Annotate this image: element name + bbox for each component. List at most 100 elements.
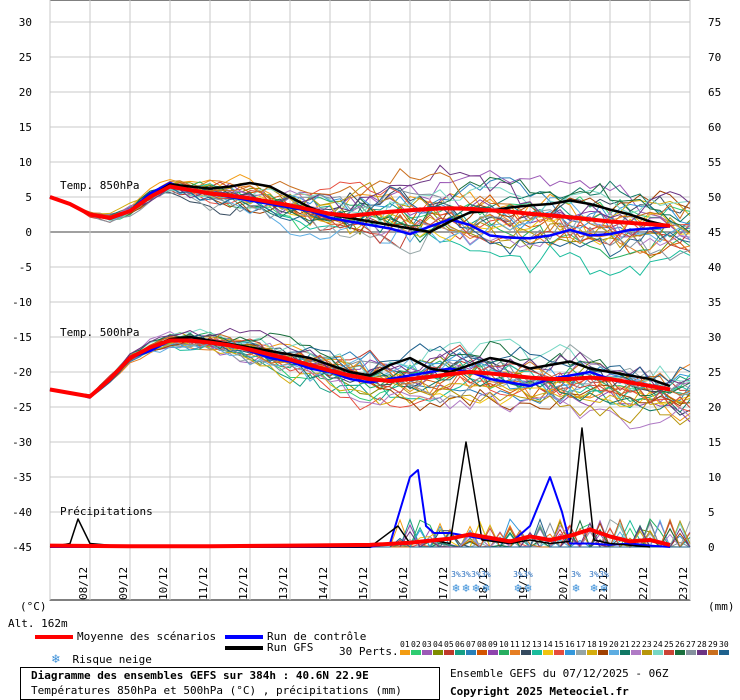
control-swatch — [225, 635, 263, 639]
x-tick-label: 23/12 — [677, 567, 690, 600]
left-tick-label: 5 — [25, 191, 32, 204]
snow-percent: 3% — [513, 570, 523, 579]
left-tick-label: -45 — [12, 541, 32, 554]
mean-swatch — [35, 635, 73, 639]
pert-swatch — [675, 650, 685, 655]
pert-swatch — [620, 650, 630, 655]
x-tick-label: 21/12 — [597, 567, 610, 600]
pert-number: 25 — [664, 640, 674, 649]
snow-percent: 3% — [571, 570, 581, 579]
right-tick-label: 75 — [708, 16, 721, 29]
right-tick-label: 10 — [708, 471, 721, 484]
pert-swatch — [411, 650, 421, 655]
pert-swatch — [400, 650, 410, 655]
snowflake-icon: ❄ — [472, 581, 479, 595]
pert-swatch — [576, 650, 586, 655]
left-tick-label: -25 — [12, 401, 32, 414]
right-tick-label: 25 — [708, 366, 721, 379]
left-tick-label: -10 — [12, 296, 32, 309]
pert-number: 05 — [444, 640, 454, 649]
snowflake-icon: ❄ — [572, 581, 579, 595]
mean-label: Moyenne des scénarios — [77, 630, 217, 643]
snowflake-icon: ❄ — [482, 581, 489, 595]
right-tick-label: 60 — [708, 121, 721, 134]
x-tick-label: 11/12 — [197, 567, 210, 600]
pert-swatch — [444, 650, 454, 655]
right-tick-label: 0 — [708, 541, 715, 554]
right-unit: (mm) — [708, 600, 735, 613]
left-unit: (°C) — [20, 600, 47, 613]
pert-number: 27 — [686, 640, 696, 649]
pert-swatch — [653, 650, 663, 655]
pert-number: 15 — [554, 640, 564, 649]
pert-swatch — [543, 650, 553, 655]
precip-mean-line — [49, 527, 671, 549]
pert-number: 07 — [466, 640, 476, 649]
pert-swatch — [708, 650, 718, 655]
x-tick-label: 12/12 — [237, 567, 250, 600]
pert-swatch — [565, 650, 575, 655]
left-tick-label: 0 — [25, 226, 32, 239]
x-tick-label: 14/12 — [317, 567, 330, 600]
pert-number: 17 — [576, 640, 586, 649]
snowflake-icon: ❄ — [524, 581, 531, 595]
gfs-swatch — [225, 646, 263, 650]
title-box: Diagramme des ensembles GEFS sur 384h : … — [20, 667, 440, 700]
x-tick-label: 20/12 — [557, 567, 570, 600]
snow-percent: 3% — [461, 570, 471, 579]
pert-number: 13 — [532, 640, 542, 649]
pert-number: 29 — [708, 640, 718, 649]
x-tick-label: 19/12 — [517, 567, 530, 600]
legend-mean: Moyenne des scénarios — [35, 630, 216, 643]
pert-500-line — [49, 330, 691, 430]
main-lines — [49, 181, 671, 549]
pert-swatch — [642, 650, 652, 655]
left-tick-label: -35 — [12, 471, 32, 484]
legend-gfs: Run GFS — [225, 641, 313, 654]
pert-swatch — [587, 650, 597, 655]
snow-percent: 3% — [471, 570, 481, 579]
pert-number: 24 — [653, 640, 663, 649]
right-tick-label: 65 — [708, 86, 721, 99]
pert-swatch — [664, 650, 674, 655]
run-info: Ensemble GEFS du 07/12/2025 - 06Z — [450, 667, 669, 680]
t850-mean-line — [49, 184, 671, 228]
pert-number: 20 — [609, 640, 619, 649]
snowflake-icon: ❄ — [514, 581, 521, 595]
pert-swatch — [631, 650, 641, 655]
left-tick-label: 20 — [19, 86, 32, 99]
pert-swatch — [609, 650, 619, 655]
pert-swatch — [477, 650, 487, 655]
pert-850-line — [49, 164, 691, 223]
left-tick-label: -30 — [12, 436, 32, 449]
snow-percent: 3% — [481, 570, 491, 579]
precip-label: Précipitations — [60, 505, 153, 518]
right-tick-label: 50 — [708, 191, 721, 204]
pert-swatch — [510, 650, 520, 655]
right-tick-label: 5 — [708, 506, 715, 519]
right-tick-label: 20 — [708, 401, 721, 414]
pert-swatch — [686, 650, 696, 655]
pert-number: 03 — [422, 640, 432, 649]
pert-number: 18 — [587, 640, 597, 649]
pert-number: 08 — [477, 640, 487, 649]
snow-percent: 3% — [599, 570, 609, 579]
right-tick-label: 15 — [708, 436, 721, 449]
left-tick-label: 30 — [19, 16, 32, 29]
left-tick-label: 15 — [19, 121, 32, 134]
pert-number: 09 — [488, 640, 498, 649]
pert-swatch — [598, 650, 608, 655]
copyright: Copyright 2025 Meteociel.fr — [450, 685, 629, 698]
legend-snow: ❄ Risque neige — [52, 652, 152, 667]
pert-number: 23 — [642, 640, 652, 649]
pert-swatch — [521, 650, 531, 655]
right-tick-label: 45 — [708, 226, 721, 239]
left-tick-label: -15 — [12, 331, 32, 344]
pert-number: 14 — [543, 640, 553, 649]
left-tick-label: -40 — [12, 506, 32, 519]
x-tick-label: 17/12 — [437, 567, 450, 600]
chart-title: Diagramme des ensembles GEFS sur 384h : … — [31, 669, 369, 682]
pert-swatch — [488, 650, 498, 655]
pert-number: 01 — [400, 640, 410, 649]
